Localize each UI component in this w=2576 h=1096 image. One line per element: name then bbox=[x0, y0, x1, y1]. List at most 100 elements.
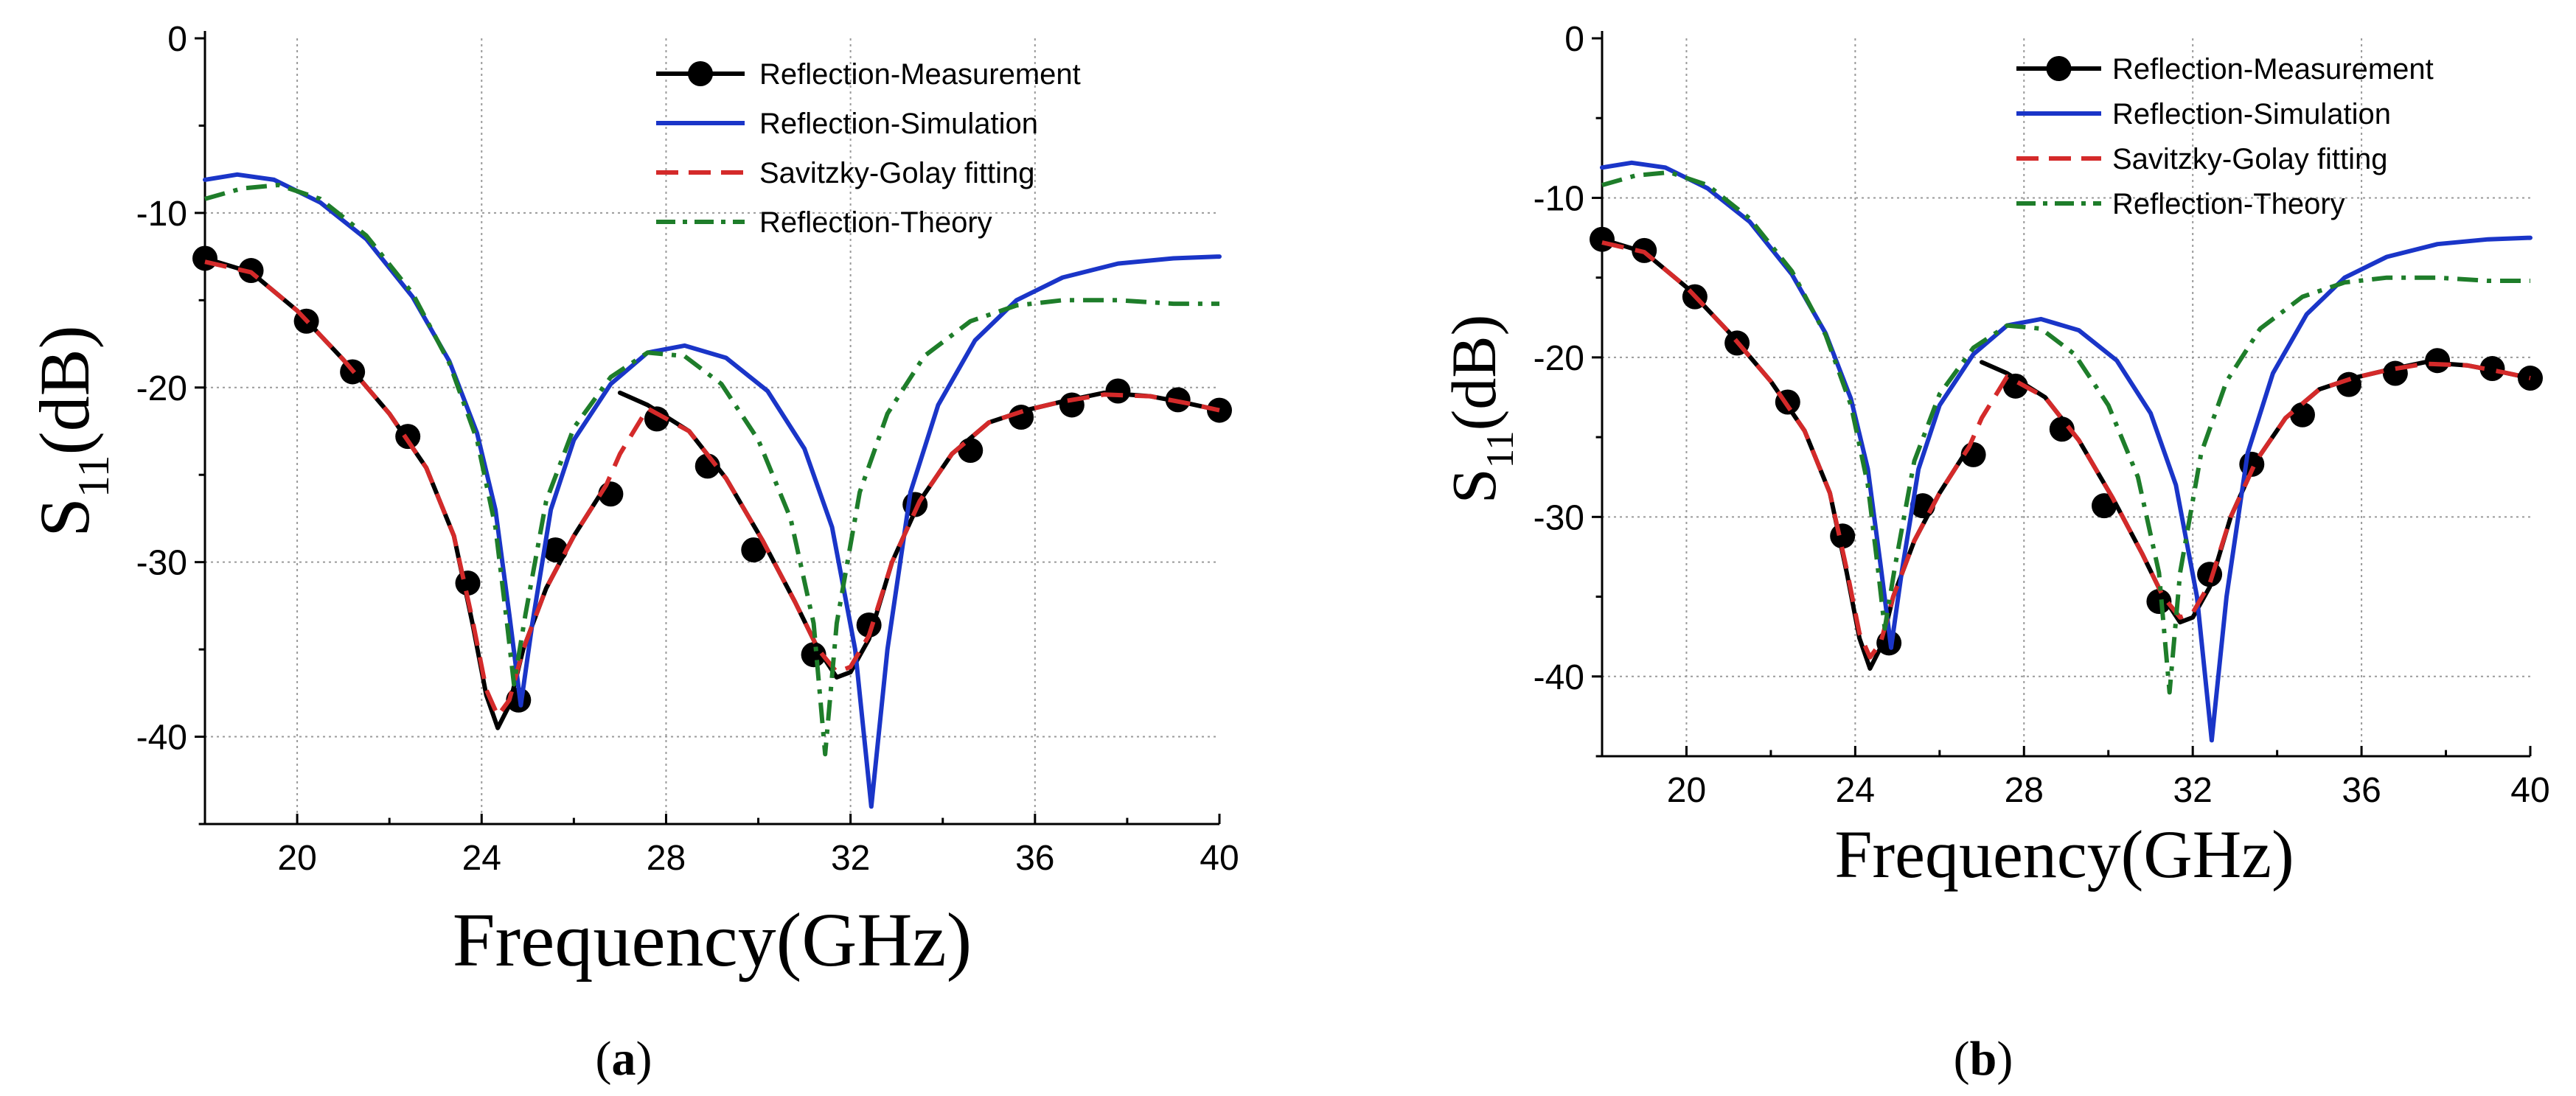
series-line bbox=[1600, 237, 1971, 671]
data-point bbox=[395, 424, 421, 450]
series-reflection-theory bbox=[204, 183, 1219, 757]
x-tick-label: 40 bbox=[1200, 839, 1239, 878]
series-line bbox=[203, 256, 609, 730]
data-point bbox=[801, 642, 826, 668]
legend: Reflection-Measurement Reflection-Simulat… bbox=[656, 58, 1081, 239]
grid bbox=[205, 38, 1219, 824]
x-tick-label: 40 bbox=[2510, 771, 2549, 810]
panel-label-open: ( bbox=[596, 1032, 612, 1086]
panel-label-close: ) bbox=[1997, 1032, 2013, 1086]
legend-item: Reflection-Theory bbox=[2016, 188, 2345, 220]
legend-label: Reflection-Simulation bbox=[2112, 98, 2391, 130]
x-axis-title: Frequency(GHz) bbox=[453, 898, 972, 982]
legend: Reflection-Measurement Reflection-Simulat… bbox=[2016, 53, 2434, 220]
data-point bbox=[2049, 416, 2075, 442]
legend-label: Reflection-Simulation bbox=[759, 108, 1038, 140]
series-line bbox=[204, 259, 1220, 719]
series-line bbox=[1600, 160, 2533, 743]
y-ticks: 0 -10 -20 -30 -40 bbox=[136, 20, 205, 826]
panel-label: (b) bbox=[1954, 1032, 2013, 1086]
x-tick-label: 32 bbox=[2173, 771, 2212, 810]
legend-marker bbox=[688, 61, 713, 86]
data-point bbox=[2197, 562, 2223, 587]
panel-label-letter: a bbox=[612, 1032, 636, 1086]
x-tick-label: 24 bbox=[1836, 771, 1875, 810]
data-point bbox=[1105, 378, 1131, 404]
y-axis-title: S11(dB) bbox=[25, 325, 118, 537]
axes bbox=[203, 31, 1219, 826]
axes bbox=[1601, 31, 2530, 758]
x-axis-title: Frequency(GHz) bbox=[1834, 817, 2294, 892]
series-reflection-measurement bbox=[192, 245, 1232, 730]
grid bbox=[1602, 38, 2530, 756]
y-tick-label: 0 bbox=[167, 20, 187, 59]
data-point bbox=[2146, 589, 2172, 615]
series-line bbox=[204, 183, 1219, 757]
y-axis-title-unit: (dB) bbox=[1438, 315, 1509, 431]
data-point bbox=[543, 537, 568, 563]
x-tick-label: 28 bbox=[647, 839, 686, 878]
legend-item: Reflection-Simulation bbox=[656, 108, 1038, 140]
y-tick-label: -10 bbox=[136, 195, 187, 234]
y-axis-title-subscript: 11 bbox=[1479, 430, 1522, 468]
y-ticks: 0 -10 -20 -30 -40 bbox=[1534, 20, 1602, 758]
data-point bbox=[2002, 373, 2028, 399]
data-point bbox=[1590, 226, 1615, 252]
data-point bbox=[2289, 402, 2315, 427]
legend-label: Reflection-Measurement bbox=[759, 58, 1081, 91]
legend-label: Savitzky-Golay fitting bbox=[759, 157, 1034, 189]
panel-label-close: ) bbox=[636, 1032, 652, 1086]
x-tick-label: 28 bbox=[2005, 771, 2044, 810]
x-tick-label: 32 bbox=[831, 839, 870, 878]
series-savitzky-golay-fitting bbox=[1601, 240, 2531, 660]
data-point bbox=[1830, 523, 1856, 549]
series-reflection-simulation bbox=[1600, 160, 2533, 743]
data-point bbox=[741, 537, 767, 563]
series-line bbox=[1601, 240, 2531, 660]
x-tick-label: 20 bbox=[1667, 771, 1706, 810]
series-savitzky-golay-fitting bbox=[204, 259, 1220, 719]
data-point bbox=[2425, 348, 2451, 374]
panel-label-open: ( bbox=[1954, 1032, 1970, 1086]
y-tick-label: -30 bbox=[1534, 498, 1584, 537]
series-line bbox=[1980, 360, 2533, 625]
y-axis-title-main: S bbox=[25, 498, 104, 537]
chart-panel-b: 20 24 28 32 36 40 0 -10 -20 -30 -40 Frequency(GHz) S… bbox=[1438, 20, 2550, 1086]
data-point bbox=[644, 406, 669, 432]
y-axis-title-main: S bbox=[1438, 468, 1509, 503]
series-reflection-measurement bbox=[1590, 226, 2543, 671]
data-point bbox=[856, 612, 882, 638]
legend-item: Reflection-Theory bbox=[656, 206, 992, 239]
panel-label-letter: b bbox=[1970, 1032, 1997, 1086]
data-point bbox=[1059, 392, 1085, 418]
y-tick-label: -30 bbox=[136, 544, 187, 583]
legend-label: Reflection-Theory bbox=[2112, 188, 2345, 220]
legend-item: Reflection-Simulation bbox=[2016, 98, 2391, 130]
x-tick-label: 36 bbox=[2342, 771, 2381, 810]
data-point bbox=[2092, 493, 2117, 519]
data-point bbox=[2336, 371, 2361, 397]
series-reflection-theory bbox=[1601, 170, 2530, 695]
y-axis-title-text: S11(dB) bbox=[1438, 315, 1522, 504]
x-tick-label: 24 bbox=[462, 839, 501, 878]
x-ticks: 20 24 28 32 36 40 bbox=[1601, 746, 2550, 810]
chart-panel-a: 20 24 28 32 36 40 0 -10 -20 -30 -40 Frequency(GHz) S… bbox=[25, 20, 1239, 1086]
data-point bbox=[1009, 405, 1034, 430]
x-tick-label: 36 bbox=[1015, 839, 1054, 878]
y-tick-label: -40 bbox=[1534, 658, 1584, 697]
series-line bbox=[617, 390, 1222, 680]
legend-item: Reflection-Measurement bbox=[2016, 53, 2434, 85]
y-tick-label: -20 bbox=[136, 369, 187, 408]
y-tick-label: -20 bbox=[1534, 339, 1584, 378]
legend-label: Reflection-Measurement bbox=[2112, 53, 2434, 85]
y-tick-label: 0 bbox=[1564, 20, 1584, 59]
y-tick-label: -40 bbox=[136, 719, 187, 758]
series-line bbox=[1601, 170, 2530, 695]
y-tick-label: -10 bbox=[1534, 179, 1584, 218]
legend-label: Reflection-Theory bbox=[759, 206, 992, 239]
y-axis-title: S11(dB) bbox=[1438, 315, 1522, 504]
data-point bbox=[2479, 356, 2505, 382]
y-axis-title-subscript: 11 bbox=[69, 455, 118, 498]
plot-area bbox=[192, 172, 1232, 809]
